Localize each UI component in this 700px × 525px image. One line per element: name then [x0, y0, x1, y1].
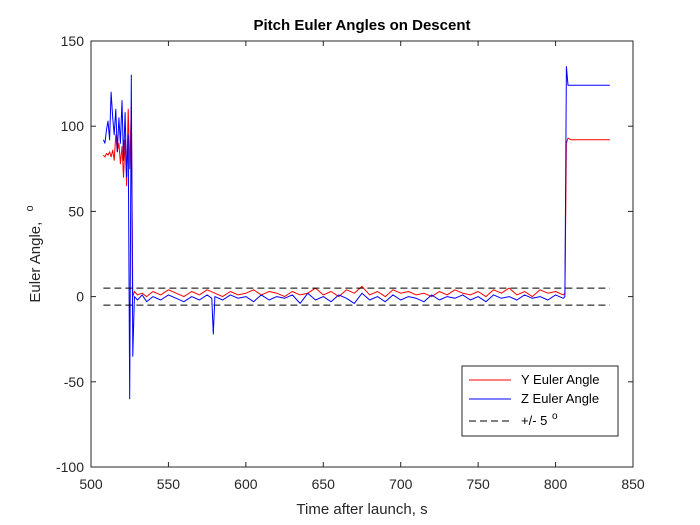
- y-tick-label: -100: [56, 459, 84, 475]
- y-tick-label: 0: [76, 289, 84, 305]
- x-tick-label: 650: [312, 476, 336, 492]
- x-tick-label: 600: [234, 476, 258, 492]
- legend: Y Euler Angle Z Euler Angle +/- 5 o: [461, 365, 619, 437]
- legend-label-y-euler: Y Euler Angle: [521, 372, 600, 387]
- y-tick-label: -50: [64, 374, 84, 390]
- x-tick-label: 700: [389, 476, 413, 492]
- series-layer: [102, 66, 610, 400]
- series-line-1: [102, 66, 610, 400]
- y-tick-label: 100: [61, 118, 85, 134]
- y-axis-label: Euler Angle,: [27, 222, 44, 303]
- x-axis-label: Time after launch, s: [296, 501, 427, 518]
- y-tick-label: 150: [61, 33, 85, 49]
- y-tick-label: 50: [68, 203, 84, 219]
- svg-text:Euler Angle, o: Euler Angle, o: [24, 205, 44, 302]
- x-tick-label: 850: [621, 476, 645, 492]
- legend-label-threshold: +/- 5: [521, 413, 547, 428]
- y-axis-label-superscript: o: [24, 205, 36, 211]
- legend-label-threshold-superscript: o: [552, 411, 558, 422]
- svg-text:+/- 5 o: +/- 5 o: [521, 411, 558, 428]
- legend-box: [461, 365, 619, 437]
- x-tick-label: 750: [466, 476, 490, 492]
- x-tick-label: 550: [157, 476, 181, 492]
- legend-label-z-euler: Z Euler Angle: [521, 391, 599, 406]
- x-tick-label: 800: [544, 476, 568, 492]
- y-axis-ticks: -100 -50 0 50 100 150: [56, 33, 633, 475]
- x-axis-ticks: 500 550 600 650 700 750 800 850: [79, 41, 645, 492]
- x-tick-label: 500: [79, 476, 103, 492]
- y-axis-label-group: Euler Angle, o: [24, 205, 44, 302]
- chart-title: Pitch Euler Angles on Descent: [254, 17, 471, 34]
